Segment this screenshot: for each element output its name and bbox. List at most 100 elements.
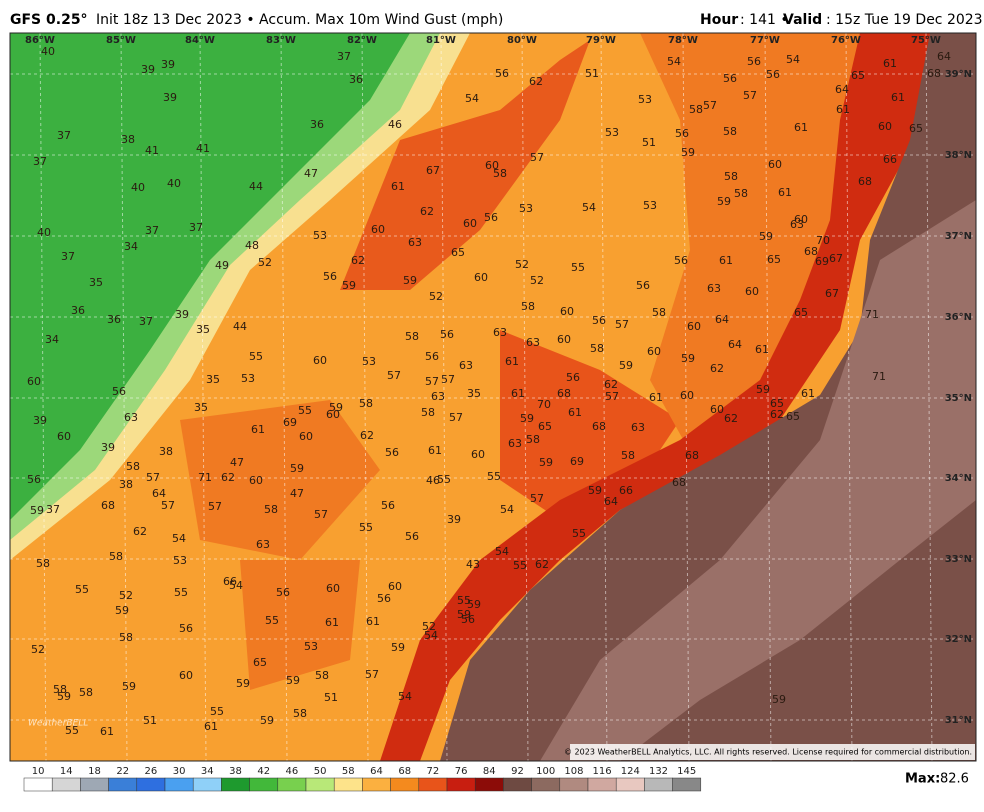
colorbar: 10 14 18 22 26 30 34 38 42 46 50 58 64 68 72 76 84 92 100 1… — [23, 766, 702, 792]
lon-label: 78°W — [668, 35, 698, 46]
gust-value: 68 — [592, 420, 606, 433]
gust-value: 51 — [324, 691, 338, 704]
gust-value: 41 — [145, 144, 159, 157]
colorbar-tick: 76 — [455, 766, 468, 777]
gust-value: 39 — [175, 308, 189, 321]
gust-value: 39 — [33, 414, 47, 427]
gust-value: 35 — [89, 276, 103, 289]
gust-value: 61 — [428, 444, 442, 457]
gust-value: 56 — [440, 328, 454, 341]
gust-value: 58 — [315, 669, 329, 682]
gust-value: 57 — [605, 390, 619, 403]
gust-value: 53 — [638, 93, 652, 106]
gust-value: 39 — [447, 513, 461, 526]
lon-label: 82°W — [347, 35, 377, 46]
colorbar-swatch — [474, 777, 504, 792]
gust-value: 37 — [189, 221, 203, 234]
copyright: © 2023 WeatherBELL Analytics, LLC. All r… — [564, 748, 972, 757]
colorbar-swatch — [390, 777, 420, 792]
colorbar-swatch — [362, 777, 391, 792]
colorbar-swatch — [305, 777, 335, 792]
gust-value: 55 — [571, 261, 585, 274]
meridian — [845, 32, 853, 762]
gust-value: 65 — [538, 420, 552, 433]
gust-value: 59 — [342, 279, 356, 292]
gust-value: 56 — [112, 385, 126, 398]
gust-value: 57 — [146, 471, 160, 484]
gust-value: 35 — [194, 401, 208, 414]
gust-value: 57 — [314, 508, 328, 521]
gust-value: 39 — [101, 441, 115, 454]
gust-value: 58 — [621, 449, 635, 462]
gust-value: 56 — [674, 254, 688, 267]
gust-value: 61 — [891, 91, 905, 104]
gust-value: 38 — [159, 445, 173, 458]
gust-value: 35 — [196, 323, 210, 336]
gust-value: 54 — [500, 503, 514, 516]
gust-value: 59 — [619, 359, 633, 372]
gust-value: 59 — [122, 680, 136, 693]
gust-value: 63 — [459, 359, 473, 372]
gust-value: 60 — [27, 375, 41, 388]
gust-value: 68 — [858, 175, 872, 188]
gust-value: 62 — [133, 525, 147, 538]
colorbar-tick: 145 — [677, 766, 696, 777]
gust-value: 59 — [520, 412, 534, 425]
gust-value: 57 — [743, 89, 757, 102]
map-frame — [9, 32, 977, 762]
colorbar-swatch — [644, 777, 673, 792]
gust-value: 59 — [772, 693, 786, 706]
gust-value: 54 — [667, 55, 681, 68]
gust-value: 56 — [27, 473, 41, 486]
colorbar-tick: 30 — [173, 766, 186, 777]
gust-value: 60 — [299, 430, 313, 443]
gust-value: 65 — [909, 122, 923, 135]
gust-value: 61 — [883, 57, 897, 70]
colorbar-tick: 72 — [427, 766, 440, 777]
gust-value: 64 — [715, 313, 729, 326]
gust-value: 43 — [466, 558, 480, 571]
gust-value: 56 — [323, 270, 337, 283]
colorbar-tick: 108 — [564, 766, 583, 777]
map-labels: 86°W 85°W 84°W 83°W 82°W 81°W 80°W 79°W 78°W 77°W… — [25, 35, 972, 738]
colorbar-tick: 100 — [536, 766, 555, 777]
lat-label: 38°N — [945, 150, 972, 161]
gust-value: 64 — [604, 495, 618, 508]
gust-value: 69 — [570, 455, 584, 468]
gust-value: 58 — [293, 707, 307, 720]
colorbar-tick: 38 — [229, 766, 242, 777]
gust-value: 60 — [878, 120, 892, 133]
colorbar-tick: 50 — [314, 766, 327, 777]
gust-value: 58 — [724, 170, 738, 183]
gust-value: 60 — [371, 223, 385, 236]
gust-value: 53 — [643, 199, 657, 212]
logo: WeatherBELL — [28, 719, 88, 729]
meridian — [925, 32, 933, 762]
gust-value: 37 — [57, 129, 71, 142]
gust-value: 60 — [326, 408, 340, 421]
gust-value: 36 — [71, 304, 85, 317]
gust-value: 39 — [161, 58, 175, 71]
colorbar-tick: 124 — [621, 766, 640, 777]
gust-value: 59 — [681, 146, 695, 159]
gust-value: 53 — [362, 355, 376, 368]
gust-value: 37 — [145, 224, 159, 237]
gust-value: 56 — [381, 499, 395, 512]
colorbar-swatch — [80, 777, 109, 792]
gust-value: 71 — [872, 370, 886, 383]
meridian — [280, 32, 288, 762]
gust-value: 57 — [365, 668, 379, 681]
gust-value: 55 — [572, 527, 586, 540]
gust-value: 56 — [179, 622, 193, 635]
gust-value: 60 — [179, 669, 193, 682]
gust-value: 71 — [198, 471, 212, 484]
gust-value: 62 — [770, 408, 784, 421]
colorbar-tick: 132 — [649, 766, 668, 777]
gust-value: 53 — [304, 640, 318, 653]
lat-label: 31°N — [945, 715, 972, 726]
lon-label: 80°W — [507, 35, 537, 46]
gust-value: 40 — [37, 226, 51, 239]
gust-value: 47 — [230, 456, 244, 469]
lon-label: 77°W — [750, 35, 780, 46]
gust-value: 55 — [210, 705, 224, 718]
